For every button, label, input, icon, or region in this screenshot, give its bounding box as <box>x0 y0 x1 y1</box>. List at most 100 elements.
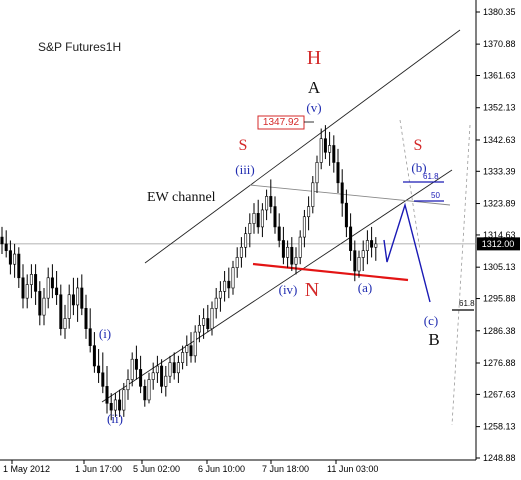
candle-body <box>344 202 348 228</box>
candle-body <box>13 253 17 265</box>
time-tick-label: 1 Jun 17:00 <box>75 464 122 474</box>
chart-title: S&P Futures1H <box>38 40 121 54</box>
label-b: B <box>428 330 439 349</box>
candle-body <box>235 257 239 268</box>
label-wave-b: (b) <box>411 160 426 175</box>
high-price-box <box>257 115 305 130</box>
candle-body <box>143 386 147 401</box>
candle-body <box>227 280 231 289</box>
candle-body <box>76 287 80 306</box>
current-price-value: 1312.00 <box>482 239 515 249</box>
candle-body <box>8 250 12 265</box>
candle-body <box>105 386 109 404</box>
candle-body <box>311 182 315 207</box>
candle-body <box>109 403 113 411</box>
candle-body <box>349 226 353 251</box>
candle-body <box>231 267 235 289</box>
candle-body <box>134 358 138 370</box>
candle-body <box>361 250 365 258</box>
candle-body <box>118 399 122 411</box>
candle-body <box>92 345 96 367</box>
candle-body <box>336 162 340 184</box>
candle-body <box>244 233 248 248</box>
candle-body <box>59 294 63 329</box>
projection-path <box>383 202 431 303</box>
fib-618-top-label: 61.8 <box>423 172 439 181</box>
candle-body <box>273 206 277 228</box>
candle-body <box>84 308 88 329</box>
candle-body <box>130 358 134 380</box>
candle-body <box>239 246 243 258</box>
candle-body <box>281 240 285 258</box>
ew-channel-line <box>249 184 451 206</box>
candle-body <box>97 365 101 374</box>
price-tick-label: 1352.13 <box>483 103 516 113</box>
label-a: A <box>308 78 321 97</box>
time-tick-label: 5 Jun 02:00 <box>133 464 180 474</box>
label-wave-iv: (iv) <box>279 282 298 297</box>
candle-body <box>256 213 260 228</box>
price-tick-label: 1314.63 <box>483 230 516 240</box>
price-tick-label: 1286.38 <box>483 326 516 336</box>
time-tick-label: 7 Jun 18:00 <box>262 464 309 474</box>
candle-body <box>29 274 33 285</box>
fib-50-label: 50 <box>431 191 440 200</box>
label-h: H <box>307 47 321 69</box>
time-tick-label: 1 May 2012 <box>3 464 50 474</box>
fib-618-bottom-label: 61.8 <box>459 299 475 308</box>
price-tick-label: 1323.89 <box>483 199 516 209</box>
candle-body <box>181 352 185 363</box>
candle-body <box>290 246 294 265</box>
label-s-right: S <box>414 137 423 154</box>
time-tick-label: 11 Jun 03:00 <box>327 464 378 474</box>
candle-body <box>260 209 264 228</box>
price-tick-label: 1370.88 <box>483 39 516 49</box>
candle-body <box>189 345 193 357</box>
candle-body <box>101 372 105 387</box>
candle-body <box>218 291 222 299</box>
label-s-left: S <box>239 137 248 154</box>
candle-body <box>147 379 151 401</box>
candle-body <box>0 236 4 245</box>
candle-body <box>17 253 21 279</box>
candle-body <box>50 277 54 289</box>
price-tick-label: 1380.35 <box>483 7 516 17</box>
candle-body <box>214 297 218 309</box>
label-n: N <box>305 279 319 301</box>
label-ew-channel: EW channel <box>147 190 216 205</box>
projection-guide-left <box>399 119 421 251</box>
price-tick-label: 1333.39 <box>483 166 516 176</box>
candle-body <box>46 277 50 299</box>
candle-body <box>38 291 42 316</box>
label-wave-c: (c) <box>424 313 438 328</box>
candle-body <box>269 196 273 207</box>
candle-body <box>307 206 311 218</box>
label-wave-i: (i) <box>99 326 111 341</box>
candlestick-series <box>0 125 378 421</box>
price-tick-label: 1258.13 <box>483 422 516 432</box>
high-price-label: 1347.92 <box>263 117 300 128</box>
price-tick-label: 1342.63 <box>483 135 516 145</box>
candle-body <box>315 162 319 184</box>
candle-body <box>4 243 8 251</box>
candle-body <box>374 243 378 248</box>
candle-body <box>164 375 168 387</box>
candle-body <box>370 240 374 248</box>
time-axis: 1 May 2012 1 Jun 17:00 5 Jun 02:00 6 Jun 10… <box>3 460 378 474</box>
candle-body <box>67 294 71 319</box>
current-price-badge <box>477 237 520 251</box>
candle-body <box>42 297 46 316</box>
channel-upper-line <box>144 29 461 264</box>
candle-body <box>365 240 369 251</box>
label-wave-ii: (ii) <box>107 411 123 426</box>
label-wave-v: (v) <box>306 100 321 115</box>
candle-body <box>328 145 332 153</box>
candle-body <box>332 145 336 163</box>
price-tick-label: 1361.63 <box>483 71 516 81</box>
candle-body <box>210 308 214 329</box>
candle-body <box>353 250 357 272</box>
price-tick-label: 1267.63 <box>483 389 516 399</box>
price-axis: 1380.35 1370.88 1361.63 1352.13 1342.63 1333.… <box>476 7 516 463</box>
